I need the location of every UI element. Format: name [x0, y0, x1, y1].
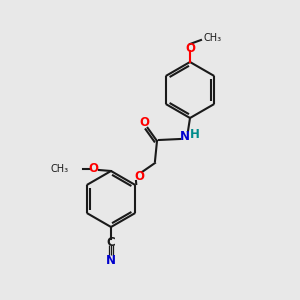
- Text: C: C: [106, 236, 116, 248]
- Text: H: H: [190, 128, 200, 140]
- Text: O: O: [88, 163, 98, 176]
- Text: CH₃: CH₃: [51, 164, 69, 174]
- Text: CH₃: CH₃: [204, 33, 222, 43]
- Text: N: N: [180, 130, 190, 142]
- Text: N: N: [106, 254, 116, 266]
- Text: O: O: [185, 41, 195, 55]
- Text: O: O: [134, 170, 144, 184]
- Text: O: O: [139, 116, 149, 130]
